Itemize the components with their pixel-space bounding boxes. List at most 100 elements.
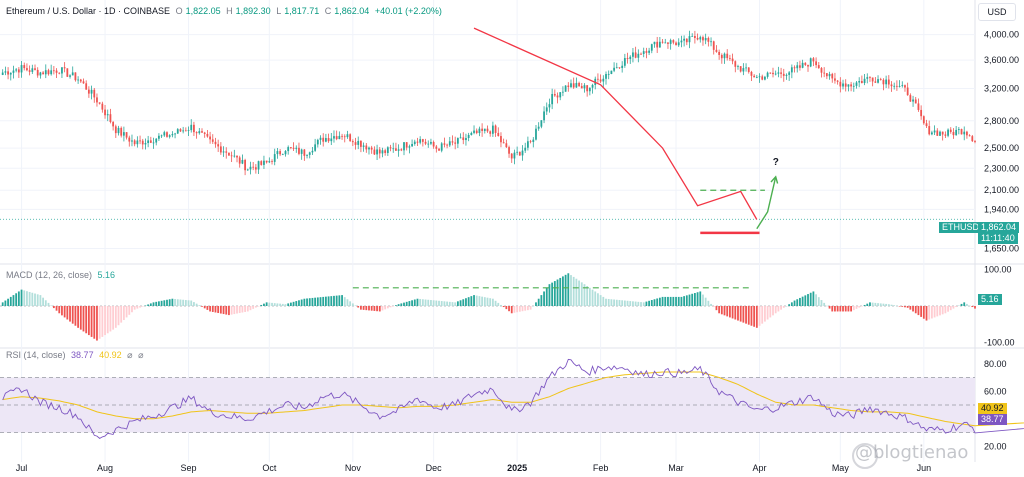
candle-body	[906, 87, 909, 96]
candle-body	[588, 87, 591, 92]
macd-histogram-bar	[882, 303, 885, 306]
macd-histogram-bar	[621, 300, 624, 306]
candle-body	[260, 161, 263, 165]
candle-body	[451, 141, 454, 143]
macd-histogram-bar	[758, 306, 761, 326]
eye-off-icon[interactable]: ⌀	[138, 350, 144, 360]
candle-body	[228, 152, 230, 156]
candle-body	[4, 71, 7, 73]
rsi-tick-label: 80.00	[984, 359, 1007, 369]
macd-histogram-bar	[236, 306, 238, 314]
low-value: 1,817.71	[284, 6, 320, 16]
candle-body	[98, 102, 101, 104]
macd-histogram-bar	[71, 306, 74, 324]
macd-histogram-bar	[658, 297, 661, 306]
candle-body	[244, 159, 246, 171]
macd-histogram-bar	[446, 301, 448, 306]
candle-body	[807, 64, 809, 67]
candle-body	[667, 42, 669, 44]
macd-histogram-bar	[914, 306, 917, 314]
macd-histogram-bar	[685, 295, 688, 306]
macd-histogram-bar	[85, 306, 88, 334]
macd-histogram-bar	[567, 273, 570, 306]
candle-body	[567, 85, 570, 88]
candle-body	[772, 72, 774, 75]
macd-histogram-bar	[723, 306, 726, 316]
candle-body	[225, 151, 228, 153]
candle-body	[882, 79, 885, 85]
macd-histogram-bar	[395, 305, 397, 306]
candle-body	[955, 129, 958, 136]
x-tick-label: Feb	[593, 463, 609, 473]
currency-button[interactable]: USD	[978, 3, 1016, 21]
macd-histogram-bar	[780, 306, 782, 310]
candle-body	[182, 130, 185, 132]
candle-body	[362, 145, 365, 147]
candle-body	[287, 147, 290, 152]
candle-body	[300, 149, 303, 154]
candle-body	[949, 129, 952, 132]
macd-histogram-bar	[578, 280, 580, 306]
macd-histogram-bar	[17, 291, 20, 306]
macd-histogram-bar	[158, 301, 160, 306]
candle-body	[378, 149, 381, 154]
macd-histogram-bar	[869, 302, 871, 306]
candle-body	[456, 138, 459, 144]
macd-histogram-bar	[543, 291, 545, 306]
macd-histogram-bar	[421, 299, 424, 306]
macd-histogram-bar	[737, 306, 739, 321]
candle-body	[524, 147, 527, 151]
candle-body	[640, 53, 642, 55]
macd-histogram-bar	[454, 302, 457, 306]
candle-body	[874, 81, 877, 83]
candle-body	[540, 120, 543, 127]
candle-body	[491, 125, 494, 134]
macd-histogram-bar	[540, 295, 543, 306]
candle-body	[623, 58, 626, 66]
macd-histogram-bar	[448, 301, 451, 306]
candle-body	[217, 144, 220, 147]
candle-body	[209, 136, 211, 140]
macd-histogram-bar	[788, 304, 791, 306]
candle-body	[831, 73, 834, 79]
candle-body	[203, 132, 206, 134]
macd-histogram-bar	[672, 296, 675, 306]
macd-histogram-bar	[354, 305, 357, 306]
macd-histogram-bar	[20, 289, 23, 306]
macd-histogram-bar	[947, 306, 949, 312]
candle-body	[39, 72, 42, 76]
candle-body	[852, 85, 855, 87]
candle-body	[920, 109, 923, 117]
macd-histogram-bar	[761, 306, 764, 324]
macd-histogram-bar	[79, 306, 82, 330]
macd-tick-label: 100.00	[984, 265, 1012, 275]
macd-histogram-bar	[960, 303, 963, 306]
candle-body	[147, 140, 150, 143]
macd-histogram-bar	[632, 301, 634, 306]
macd-histogram-bar	[201, 306, 203, 307]
candle-body	[432, 141, 435, 147]
candle-body	[607, 73, 610, 75]
macd-histogram-bar	[702, 294, 704, 306]
macd-histogram-bar	[729, 306, 731, 318]
macd-histogram-bar	[796, 299, 799, 306]
candle-body	[483, 128, 486, 131]
macd-histogram-bar	[656, 298, 659, 306]
candle-body	[928, 126, 931, 135]
candle-body	[860, 81, 863, 83]
macd-histogram-bar	[866, 303, 869, 306]
candle-body	[459, 137, 462, 139]
macd-histogram-bar	[885, 303, 888, 306]
eye-icon[interactable]: ⌀	[127, 350, 133, 360]
macd-histogram-bar	[772, 306, 774, 316]
projection-arrowhead-icon	[770, 175, 779, 184]
candle-body	[69, 75, 71, 77]
macd-histogram-bar	[52, 306, 55, 309]
macd-histogram-bar	[90, 306, 93, 337]
candle-body	[190, 124, 193, 131]
candle-body	[478, 128, 481, 134]
x-tick-label: May	[832, 463, 850, 473]
x-tick-label: Dec	[426, 463, 443, 473]
candle-body	[801, 62, 804, 68]
